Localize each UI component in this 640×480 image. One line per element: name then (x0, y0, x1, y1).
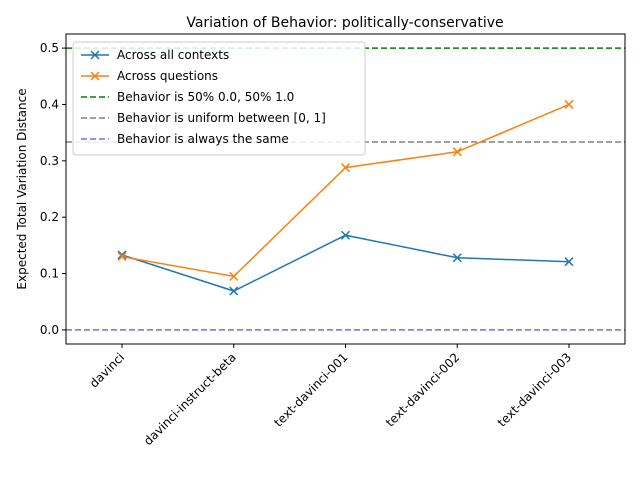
legend: Across all contexts Across questions Behav… (72, 41, 366, 156)
x-tick-label-0: davinci (87, 350, 127, 390)
data-series (117, 99, 574, 296)
data-point-1-0 (117, 252, 127, 262)
legend-frame (72, 41, 366, 156)
chart-title: Variation of Behavior: politically-conse… (186, 15, 503, 31)
data-point-1-1 (229, 271, 239, 281)
legend-label-1: Across questions (117, 69, 218, 83)
x-tick-label-2: text-davinci-001 (271, 350, 350, 429)
y-tick-label-4: 0.4 (40, 97, 59, 111)
x-tick-label-4: text-davinci-003 (495, 350, 574, 429)
data-point-0-3 (452, 253, 462, 263)
data-point-1-3 (452, 147, 462, 157)
legend-marker-0 (90, 50, 100, 60)
data-point-0-4 (564, 257, 574, 267)
y-tick-label-5: 0.5 (40, 41, 59, 55)
y-tick-label-3: 0.3 (40, 154, 59, 168)
data-point-1-4 (564, 99, 574, 109)
series-line-0 (121, 234, 570, 292)
legend-label-3: Behavior is uniform between [0, 1] (117, 111, 326, 125)
x-axis: davinci davinci-instruct-beta text-davinci… (87, 344, 574, 448)
legend-label-2: Behavior is 50% 0.0, 50% 1.0 (117, 90, 294, 104)
data-point-0-2 (340, 230, 351, 240)
y-axis-label: Expected Total Variation Distance (15, 88, 29, 289)
y-axis: 0.0 0.1 0.2 0.3 0.4 0.5 (40, 41, 66, 337)
legend-label-4: Behavior is always the same (117, 132, 289, 146)
legend-marker-1 (90, 71, 100, 81)
x-tick-label-3: text-davinci-002 (383, 350, 462, 429)
y-tick-label-0: 0.0 (40, 323, 59, 337)
y-tick-label-2: 0.2 (40, 210, 59, 224)
x-tick-label-1: davinci-instruct-beta (141, 350, 239, 448)
data-point-1-2 (340, 163, 351, 173)
y-tick-label-1: 0.1 (40, 267, 59, 281)
data-point-0-1 (229, 286, 239, 296)
legend-label-0: Across all contexts (117, 48, 229, 62)
